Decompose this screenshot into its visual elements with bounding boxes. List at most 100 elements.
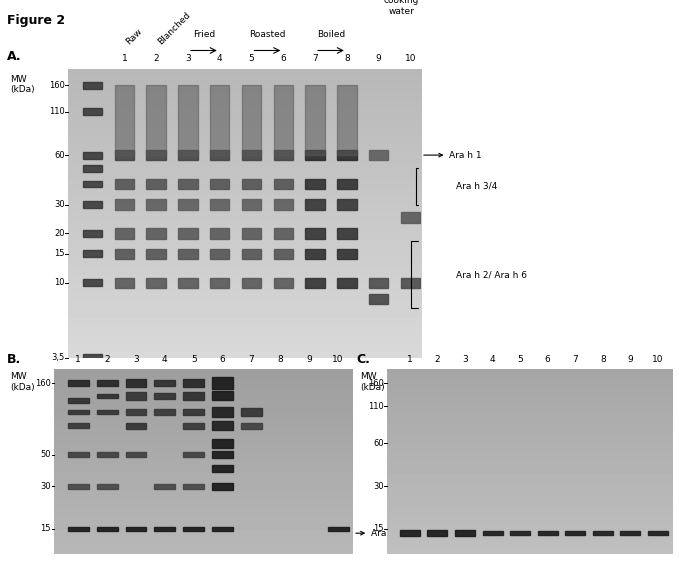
Text: 10: 10 xyxy=(653,355,663,364)
Text: 50: 50 xyxy=(41,450,51,459)
Text: 160: 160 xyxy=(35,379,51,388)
Bar xyxy=(242,179,261,189)
Bar xyxy=(538,531,557,535)
Bar xyxy=(96,484,117,489)
Text: 2: 2 xyxy=(105,355,110,364)
Bar xyxy=(648,531,668,535)
Text: MW
(kDa): MW (kDa) xyxy=(10,372,35,392)
Bar xyxy=(115,249,134,259)
Bar xyxy=(306,228,325,239)
Text: 9: 9 xyxy=(627,355,634,364)
Text: 7: 7 xyxy=(249,355,255,364)
Bar xyxy=(306,199,325,209)
Bar xyxy=(212,527,233,531)
Bar xyxy=(147,228,166,239)
Text: 110: 110 xyxy=(49,107,65,117)
Text: C.: C. xyxy=(356,353,370,366)
Bar xyxy=(68,410,89,414)
Text: 5: 5 xyxy=(191,355,197,364)
Bar xyxy=(210,278,230,288)
Text: 9: 9 xyxy=(306,355,312,364)
Bar xyxy=(147,179,166,189)
Text: Ara h 1: Ara h 1 xyxy=(424,151,482,160)
Bar xyxy=(337,199,356,209)
Bar xyxy=(306,150,325,160)
Text: 6: 6 xyxy=(280,54,286,63)
Bar xyxy=(337,228,356,239)
Bar xyxy=(274,249,293,259)
Text: 3,5: 3,5 xyxy=(51,353,65,362)
Text: Fried: Fried xyxy=(193,30,215,39)
Text: 2: 2 xyxy=(435,355,440,364)
Bar xyxy=(68,452,89,457)
Bar xyxy=(183,409,204,415)
Text: 15: 15 xyxy=(54,249,65,258)
Text: Roasted: Roasted xyxy=(249,30,286,39)
Text: 1: 1 xyxy=(122,54,127,63)
Bar xyxy=(483,531,502,535)
Bar xyxy=(178,199,198,209)
Bar xyxy=(242,228,261,239)
Bar xyxy=(68,380,89,386)
Text: 4: 4 xyxy=(490,355,496,364)
Text: 3: 3 xyxy=(185,54,191,63)
Text: 7: 7 xyxy=(312,54,318,63)
Bar xyxy=(210,85,230,155)
Text: Blanched: Blanched xyxy=(156,10,192,46)
Bar xyxy=(154,380,175,386)
Text: 1: 1 xyxy=(75,355,81,364)
Bar xyxy=(241,423,262,429)
Bar xyxy=(115,150,134,160)
Bar xyxy=(212,439,233,448)
Text: 4: 4 xyxy=(162,355,168,364)
Bar xyxy=(401,212,420,223)
Text: 15: 15 xyxy=(41,524,51,533)
Bar xyxy=(337,85,356,155)
Bar xyxy=(126,392,147,399)
Text: 5: 5 xyxy=(517,355,523,364)
Bar xyxy=(147,150,166,160)
Text: Ara h 3/4: Ara h 3/4 xyxy=(456,182,498,191)
Bar xyxy=(115,179,134,189)
Bar xyxy=(274,85,293,155)
Bar xyxy=(126,527,147,531)
Bar xyxy=(274,199,293,209)
Bar xyxy=(115,278,134,288)
Text: MW
(kDa): MW (kDa) xyxy=(10,75,35,95)
Bar xyxy=(183,423,204,429)
Bar xyxy=(83,201,103,208)
Bar xyxy=(212,421,233,430)
Bar xyxy=(274,228,293,239)
Text: 9: 9 xyxy=(375,54,382,63)
Bar xyxy=(178,150,198,160)
Text: 6: 6 xyxy=(545,355,551,364)
Bar xyxy=(68,424,89,428)
Bar xyxy=(621,531,640,535)
Bar xyxy=(401,278,420,288)
Text: 8: 8 xyxy=(344,54,350,63)
Bar xyxy=(83,152,103,159)
Bar xyxy=(210,199,230,209)
Text: 1: 1 xyxy=(407,355,413,364)
Bar xyxy=(428,530,447,536)
Bar xyxy=(183,484,204,489)
Bar xyxy=(212,465,233,472)
Bar xyxy=(306,179,325,189)
Bar xyxy=(212,391,233,400)
Bar xyxy=(369,294,388,304)
Bar xyxy=(147,85,166,155)
Bar xyxy=(274,179,293,189)
Bar xyxy=(242,278,261,288)
Bar xyxy=(83,82,103,89)
Bar xyxy=(369,150,388,160)
Bar xyxy=(242,249,261,259)
Bar xyxy=(147,278,166,288)
Bar xyxy=(83,108,103,115)
Text: B.: B. xyxy=(7,353,21,366)
Bar xyxy=(96,380,117,386)
Text: Boiled: Boiled xyxy=(317,30,345,39)
Text: 30: 30 xyxy=(40,482,51,490)
Bar xyxy=(96,410,117,414)
Bar xyxy=(83,354,103,361)
Bar xyxy=(337,249,356,259)
